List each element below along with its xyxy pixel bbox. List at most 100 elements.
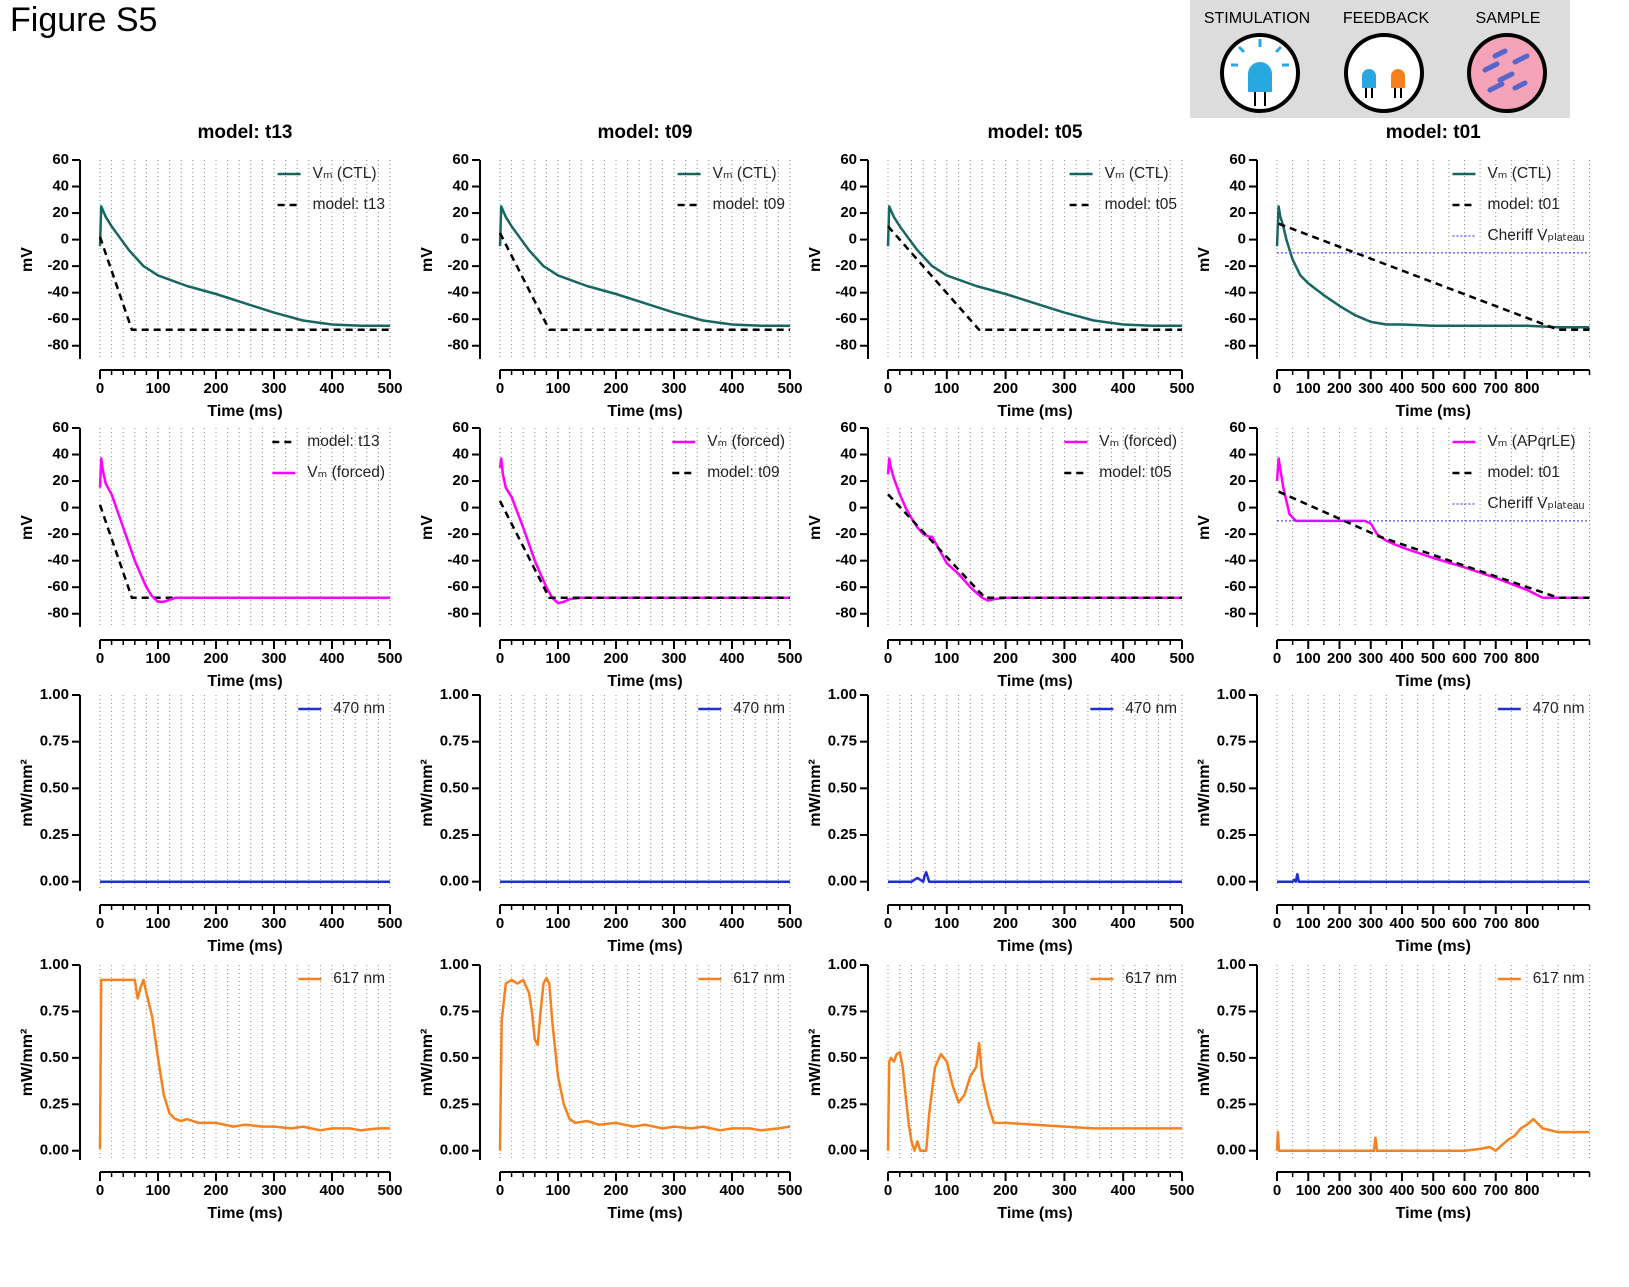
x-tick-label: 100 (1296, 650, 1321, 667)
x-tick-label: 300 (261, 915, 286, 932)
x-tick-label: 300 (661, 650, 686, 667)
y-tick-label: -40 (1224, 284, 1246, 301)
y-tick-label: -60 (1224, 578, 1246, 595)
x-tick-label: 400 (1389, 380, 1414, 397)
series-line (888, 871, 1182, 883)
x-tick-label: 200 (1327, 650, 1352, 667)
x-tick-label: 300 (661, 915, 686, 932)
y-tick-label: 0.50 (828, 1049, 857, 1066)
chart-title: model: t01 (1386, 122, 1481, 143)
x-tick-label: 300 (1358, 915, 1383, 932)
legend-label: 470 nm (733, 700, 785, 717)
x-tick-label: 800 (1514, 915, 1539, 932)
figure-label: Figure S5 (10, 1, 157, 39)
y-tick-label: 40 (840, 178, 857, 195)
series-line (498, 232, 790, 332)
y-tick-label: 0.00 (828, 1142, 857, 1159)
x-tick-label: 400 (719, 915, 744, 932)
y-tick-label: 0.75 (40, 733, 69, 750)
legend-label: 470 nm (1125, 700, 1177, 717)
x-tick-label: 700 (1483, 915, 1508, 932)
x-tick-label: 200 (1327, 1182, 1352, 1199)
y-tick-label: -40 (835, 552, 857, 569)
x-axis-title: Time (ms) (607, 403, 682, 420)
x-tick-label: 400 (1111, 915, 1136, 932)
legend-label: 470 nm (1533, 700, 1585, 717)
x-tick-label: 400 (1389, 1182, 1414, 1199)
y-tick-label: -80 (1224, 605, 1246, 622)
y-tick-label: 20 (52, 204, 69, 221)
x-tick-label: 700 (1483, 380, 1508, 397)
y-tick-label: 0.00 (828, 873, 857, 890)
y-axis-title: mW/mm² (807, 1029, 824, 1097)
y-tick-label: -60 (447, 310, 469, 327)
x-axis-title: Time (ms) (997, 403, 1072, 420)
x-tick-label: 100 (545, 915, 570, 932)
y-tick-label: 0.00 (40, 873, 69, 890)
x-tick-label: 200 (603, 1182, 628, 1199)
y-tick-label: 40 (52, 446, 69, 463)
x-tick-label: 700 (1483, 1182, 1508, 1199)
x-tick-label: 200 (603, 380, 628, 397)
series-line (498, 976, 791, 1151)
x-tick-label: 200 (603, 650, 628, 667)
x-tick-label: 300 (661, 1182, 686, 1199)
x-tick-label: 0 (1273, 650, 1281, 667)
y-tick-label: -40 (835, 284, 857, 301)
x-tick-label: 200 (1327, 915, 1352, 932)
series-line (886, 205, 1182, 328)
y-tick-label: 0 (61, 231, 69, 248)
series-line (887, 225, 1182, 332)
x-tick-label: 100 (145, 650, 170, 667)
led-icon (1248, 62, 1272, 92)
y-axis-title: mV (807, 247, 824, 272)
x-tick-label: 100 (934, 380, 959, 397)
series-line (98, 978, 390, 1149)
legend-label: 617 nm (733, 970, 785, 987)
series-line (98, 236, 390, 332)
y-tick-label: 1.00 (440, 956, 469, 973)
legend-label: model: t13 (313, 196, 385, 213)
x-tick-label: 500 (1421, 1182, 1446, 1199)
x-tick-label: 0 (96, 1182, 104, 1199)
x-tick-label: 500 (777, 650, 802, 667)
x-tick-label: 300 (661, 380, 686, 397)
x-axis-title: Time (ms) (1396, 403, 1471, 420)
x-axis-title: Time (ms) (1396, 1205, 1471, 1222)
legend-label: Vₘ (forced) (707, 433, 785, 450)
x-axis-title: Time (ms) (607, 673, 682, 690)
panel-label: STIMULATION (1204, 10, 1310, 27)
y-tick-label: -60 (447, 578, 469, 595)
x-axis-title: Time (ms) (607, 1205, 682, 1222)
y-tick-label: -20 (1224, 525, 1246, 542)
y-axis-title: mV (19, 247, 36, 272)
y-tick-label: 0 (1238, 499, 1246, 516)
x-tick-label: 500 (777, 380, 802, 397)
legend-label: model: t13 (307, 433, 379, 450)
y-axis-title: mV (1196, 247, 1213, 272)
y-tick-label: 0.75 (828, 1002, 857, 1019)
y-tick-label: -20 (447, 525, 469, 542)
x-tick-label: 200 (993, 650, 1018, 667)
y-tick-label: 1.00 (40, 956, 69, 973)
x-tick-label: 0 (96, 915, 104, 932)
x-tick-label: 300 (1052, 650, 1077, 667)
x-tick-label: 0 (496, 650, 504, 667)
led-icon (1391, 69, 1405, 88)
y-tick-label: 1.00 (1217, 956, 1246, 973)
y-tick-label: 1.00 (828, 956, 857, 973)
x-tick-label: 400 (319, 1182, 344, 1199)
icon-circle (1344, 33, 1424, 113)
x-tick-label: 100 (145, 380, 170, 397)
y-tick-label: -40 (47, 284, 69, 301)
x-tick-label: 100 (545, 650, 570, 667)
x-tick-label: 500 (1169, 380, 1194, 397)
legend-label: model: t01 (1487, 196, 1559, 213)
y-axis-title: mW/mm² (1196, 1029, 1213, 1097)
x-tick-label: 200 (993, 915, 1018, 932)
series-line (1275, 205, 1590, 329)
legend-label: Vₘ (CTL) (713, 165, 777, 182)
y-tick-label: 0 (849, 231, 857, 248)
x-tick-label: 0 (884, 380, 892, 397)
y-axis-title: mW/mm² (419, 759, 436, 827)
